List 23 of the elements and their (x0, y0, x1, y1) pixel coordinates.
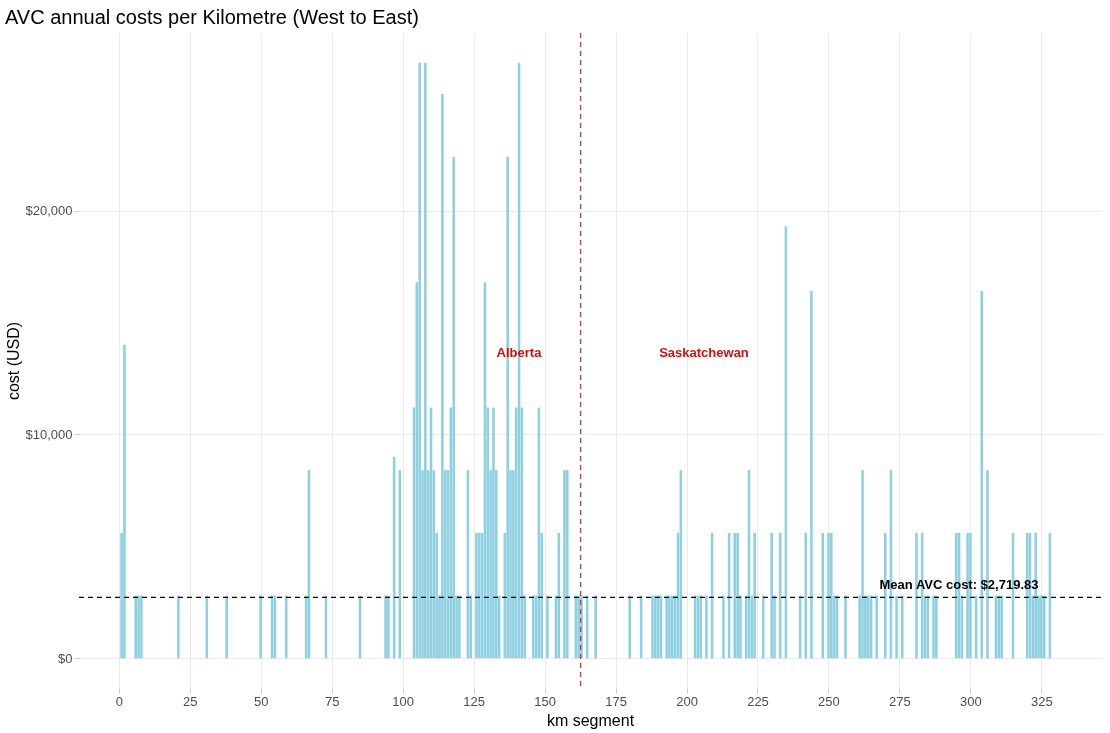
x-tick-label: 250 (818, 693, 840, 709)
x-tick-label: 125 (463, 693, 485, 709)
ref-line-label: Mean AVC cost: $2,719.83 (879, 577, 1039, 593)
y-tick-label: $10,000 (25, 426, 73, 442)
x-tick-label: 175 (605, 693, 627, 709)
x-tick-label: 100 (392, 693, 414, 709)
x-tick-label: 75 (324, 693, 340, 709)
annotation: Alberta (496, 345, 543, 360)
y-tick-label: $20,000 (25, 203, 73, 219)
x-tick-label: 0 (115, 693, 123, 709)
x-tick-label: 275 (889, 693, 911, 709)
annotation: Saskatchewan (659, 345, 749, 360)
y-tick-label: $0 (58, 650, 73, 666)
x-tick-label: 200 (676, 693, 698, 709)
chart-title: AVC annual costs per Kilometre (West to East) (5, 6, 419, 29)
x-tick-label: 325 (1031, 693, 1053, 709)
x-tick-label: 150 (534, 693, 556, 709)
x-tick-label: 25 (182, 693, 198, 709)
x-tick-label: 300 (960, 693, 982, 709)
x-axis-title: km segment (546, 711, 635, 729)
x-tick-label: 225 (747, 693, 769, 709)
x-tick-label: 50 (253, 693, 269, 709)
y-axis-title: cost (USD) (4, 321, 22, 401)
